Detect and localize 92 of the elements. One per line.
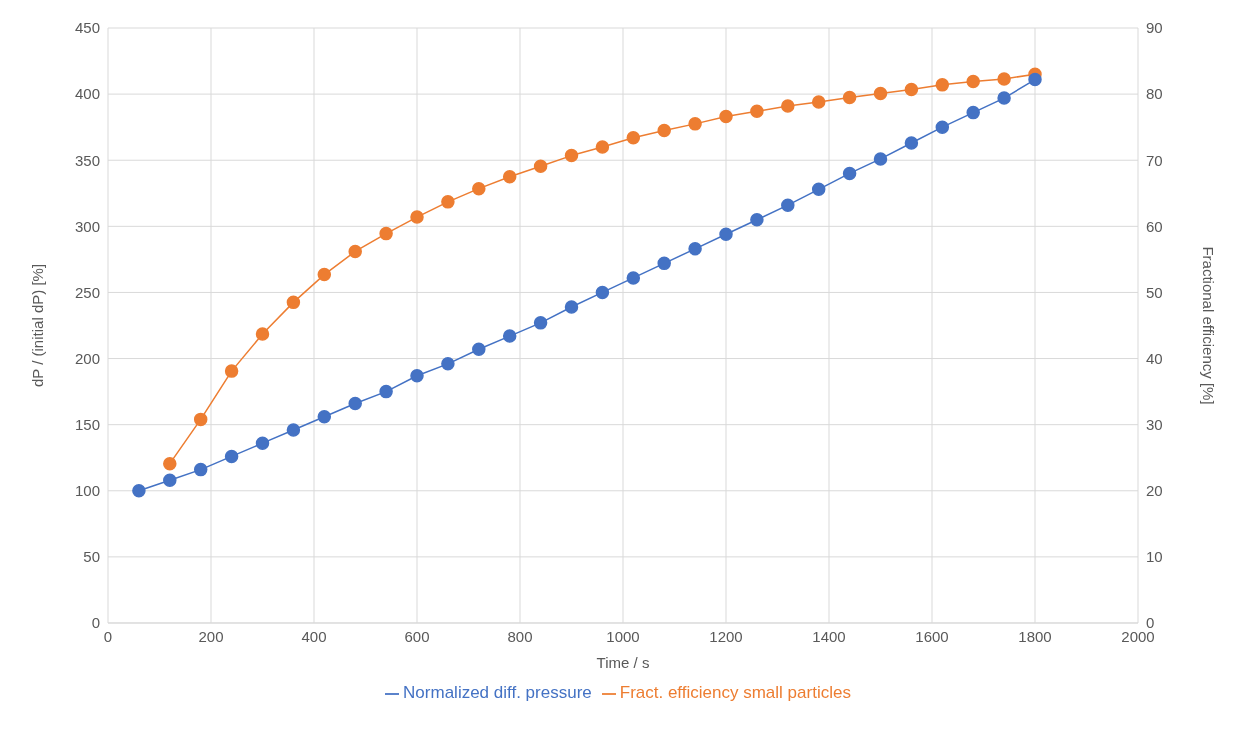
point — [873, 86, 888, 101]
point — [533, 159, 548, 173]
y2-tick-label: 90 — [1146, 19, 1163, 37]
point — [472, 342, 486, 357]
point — [781, 99, 795, 113]
point — [719, 109, 733, 124]
point — [935, 78, 950, 92]
point — [193, 412, 208, 427]
point — [286, 295, 301, 310]
point — [533, 316, 548, 330]
point — [286, 423, 301, 437]
y-tick-label: 50 — [83, 548, 100, 566]
x-tick-label: 1800 — [1018, 627, 1052, 645]
y-tick-label: 350 — [74, 151, 100, 169]
point — [348, 244, 362, 259]
y2-tick-label: 80 — [1146, 85, 1163, 103]
point — [688, 242, 702, 256]
point — [193, 462, 208, 477]
point — [873, 152, 888, 166]
y-tick-label: 100 — [74, 482, 100, 500]
y2-tick-label: 20 — [1146, 482, 1163, 500]
point — [163, 473, 177, 487]
y-tick-label: 200 — [74, 349, 100, 367]
x-tick-label: 1000 — [606, 627, 640, 645]
point — [564, 300, 579, 314]
point — [379, 384, 393, 399]
point — [657, 256, 671, 271]
point — [379, 226, 393, 241]
point — [904, 82, 919, 97]
point — [842, 166, 857, 181]
x-tick-label: 800 — [507, 627, 533, 645]
point — [317, 267, 332, 282]
point — [255, 327, 270, 341]
y2-axis-title: Fractional efficiency [%] — [1199, 246, 1217, 405]
x-axis-title: Time / s — [596, 654, 650, 671]
point — [966, 105, 980, 120]
x-tick-label: 0 — [103, 627, 113, 645]
y-tick-label: 0 — [91, 614, 100, 632]
point — [811, 182, 826, 197]
point — [410, 368, 424, 383]
point — [163, 456, 177, 471]
x-tick-label: 600 — [404, 627, 430, 645]
y2-tick-label: 70 — [1146, 151, 1163, 169]
point — [348, 396, 362, 411]
point — [966, 74, 980, 89]
legend-label: Normalized diff. pressure — [403, 683, 592, 702]
x-tick-label: 200 — [198, 627, 224, 645]
point — [502, 329, 517, 343]
point — [997, 91, 1011, 105]
point — [750, 104, 764, 119]
y-tick-label: 450 — [74, 19, 100, 37]
y2-tick-label: 30 — [1146, 415, 1163, 433]
point — [904, 136, 919, 150]
point — [441, 357, 455, 371]
point — [472, 181, 486, 196]
point — [997, 72, 1011, 86]
y2-tick-label: 50 — [1146, 283, 1163, 301]
y2-tick-label: 40 — [1146, 349, 1163, 367]
y-axis-title: dP / (initial dP) [%] — [29, 263, 47, 388]
point — [842, 90, 857, 105]
point — [595, 285, 610, 300]
point — [1028, 72, 1042, 87]
point — [719, 227, 733, 242]
point — [626, 271, 641, 285]
point — [688, 117, 702, 131]
point — [657, 123, 671, 138]
y2-tick-label: 60 — [1146, 217, 1163, 235]
point — [410, 210, 424, 224]
point — [935, 120, 950, 134]
point — [441, 195, 455, 209]
x-tick-label: 1600 — [915, 627, 949, 645]
point — [564, 148, 579, 163]
point — [811, 95, 826, 109]
y-tick-label: 150 — [74, 415, 100, 433]
point — [317, 409, 332, 424]
point — [255, 436, 270, 450]
y-tick-label: 250 — [74, 283, 100, 301]
point — [781, 198, 795, 212]
legend-label: Fract. efficiency small particles — [619, 683, 851, 702]
point — [750, 212, 764, 227]
y2-tick-label: 10 — [1146, 548, 1163, 566]
point — [502, 170, 517, 184]
y-tick-label: 300 — [74, 217, 100, 235]
point — [224, 364, 239, 378]
point — [626, 130, 641, 145]
point — [132, 484, 146, 498]
x-tick-label: 1400 — [812, 627, 846, 645]
point — [595, 140, 610, 154]
point — [224, 449, 239, 464]
x-tick-label: 1200 — [709, 627, 743, 645]
x-tick-label: 400 — [301, 627, 327, 645]
y-tick-label: 400 — [74, 85, 100, 103]
